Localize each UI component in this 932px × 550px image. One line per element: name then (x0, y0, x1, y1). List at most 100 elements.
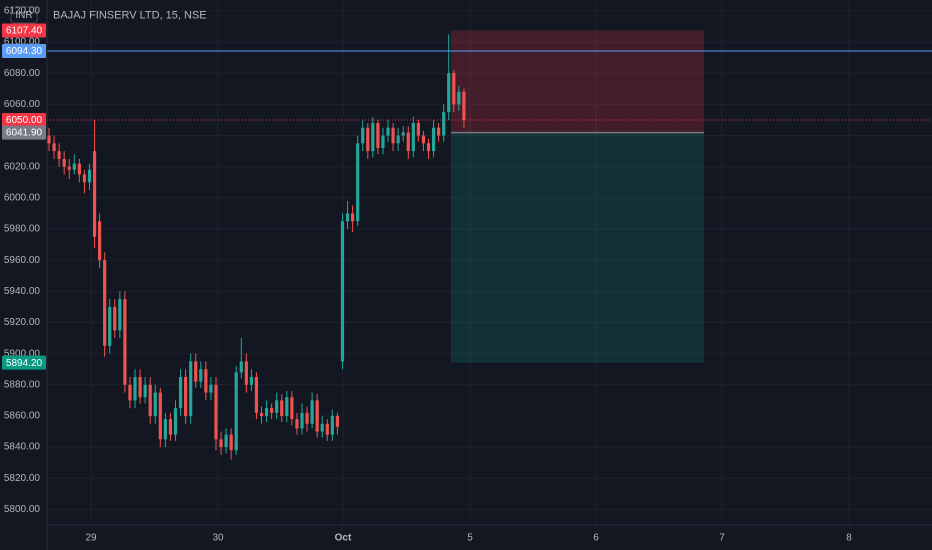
y-tick-label: 6120.00 (4, 6, 41, 17)
candle-body (259, 412, 264, 416)
x-tick-label: 5 (467, 533, 473, 544)
overlay (47, 50, 932, 121)
x-tick-label: 6 (593, 533, 599, 544)
candle-body (411, 123, 415, 152)
candle-body (396, 135, 400, 144)
candle-body (62, 158, 66, 167)
currency: INR (15, 10, 32, 21)
price-tag-label: 5894.20 (6, 358, 43, 369)
x-tick-label: 7 (719, 533, 725, 544)
candle-body (345, 213, 350, 222)
candle-body (320, 423, 324, 432)
y-tick-label: 5960.00 (4, 255, 41, 266)
candle-body (310, 400, 314, 424)
x-tick-label: Oct (335, 533, 352, 544)
candle-body (224, 434, 228, 448)
candle-body (406, 132, 410, 152)
price-tag-label: 6041.90 (6, 128, 43, 139)
candle-body (340, 221, 345, 362)
candle-body (194, 361, 198, 382)
y-tick-label: 5900.00 (4, 348, 41, 359)
candle-body (138, 377, 142, 398)
candle-body (270, 408, 274, 413)
candle-body (366, 127, 370, 152)
y-tick-label: 5860.00 (4, 411, 41, 422)
candle-body (128, 384, 132, 401)
candle-body (462, 91, 466, 120)
price-tag-label: 6050.00 (6, 115, 43, 126)
y-tick-label: 6000.00 (4, 192, 41, 203)
candle-body (351, 213, 355, 222)
candle-body (158, 392, 162, 440)
candle-body (199, 369, 203, 382)
y-tick-label: 5920.00 (4, 317, 41, 328)
position-tool[interactable] (451, 30, 704, 363)
candle-body (163, 419, 167, 440)
candle-body (189, 361, 193, 416)
candle-body (371, 123, 375, 152)
grid (47, 0, 932, 525)
candle-body (431, 127, 436, 152)
price-tag (2, 23, 46, 38)
candle-body (285, 397, 289, 416)
candle-body (103, 260, 107, 346)
candle-body (290, 397, 294, 420)
axis: 5800.00 5820.00 5840.00 5860.00 5880.00 5900.… (2, 6, 852, 544)
candle-body (437, 127, 441, 136)
candle-body (244, 361, 248, 385)
candle-body (386, 127, 390, 136)
candle-body (381, 135, 385, 148)
candle-body (249, 377, 253, 385)
y-tick-label: 5980.00 (4, 224, 41, 235)
y-tick-label: 6100.00 (4, 37, 41, 48)
candle-body (426, 143, 431, 152)
stop-zone (451, 30, 704, 133)
candle-body (361, 127, 365, 144)
candle-body (47, 135, 51, 144)
candle-body (421, 135, 426, 144)
y-tick-label: 6080.00 (4, 68, 41, 79)
price-tag (2, 112, 46, 127)
candle-body (264, 408, 269, 416)
candle-body (77, 163, 81, 175)
candle-body (168, 419, 173, 435)
candle-body (356, 143, 360, 222)
y-tick-label: 5880.00 (4, 379, 41, 390)
price-tag-label: 6094.30 (6, 46, 43, 57)
y-tick-label: 5840.00 (4, 442, 41, 453)
candle-body (184, 377, 188, 416)
candle-body (325, 423, 329, 435)
price-tag (2, 125, 46, 140)
candle-body (280, 400, 284, 416)
candle-body (118, 299, 122, 331)
candle-body (82, 174, 87, 183)
target-zone (451, 132, 704, 363)
candle-body (173, 408, 178, 435)
price-tag-label: 6107.40 (6, 26, 43, 37)
candle-body (330, 415, 334, 435)
candle-body (133, 377, 137, 401)
candles (47, 34, 466, 460)
candle-body (295, 419, 299, 429)
candle-body (457, 91, 461, 105)
candle-body (67, 166, 71, 170)
currency-box[interactable] (10, 6, 38, 24)
candle-body (234, 372, 238, 451)
candle-body (239, 361, 243, 373)
candle-body (391, 127, 395, 144)
candle-body (229, 434, 233, 451)
y-tick-label: 6060.00 (4, 99, 41, 110)
candle-body (452, 73, 456, 105)
y-tick-label: 5820.00 (4, 473, 41, 484)
candle-body (219, 439, 223, 448)
x-tick-label: 8 (846, 533, 852, 544)
candle-body (153, 392, 157, 416)
candle-body (87, 169, 92, 183)
candle-body (416, 123, 420, 136)
candle-body (123, 299, 127, 385)
candle-body (275, 400, 279, 413)
candle-body (401, 132, 405, 136)
candle-body (254, 377, 259, 413)
candle-body (442, 112, 446, 136)
